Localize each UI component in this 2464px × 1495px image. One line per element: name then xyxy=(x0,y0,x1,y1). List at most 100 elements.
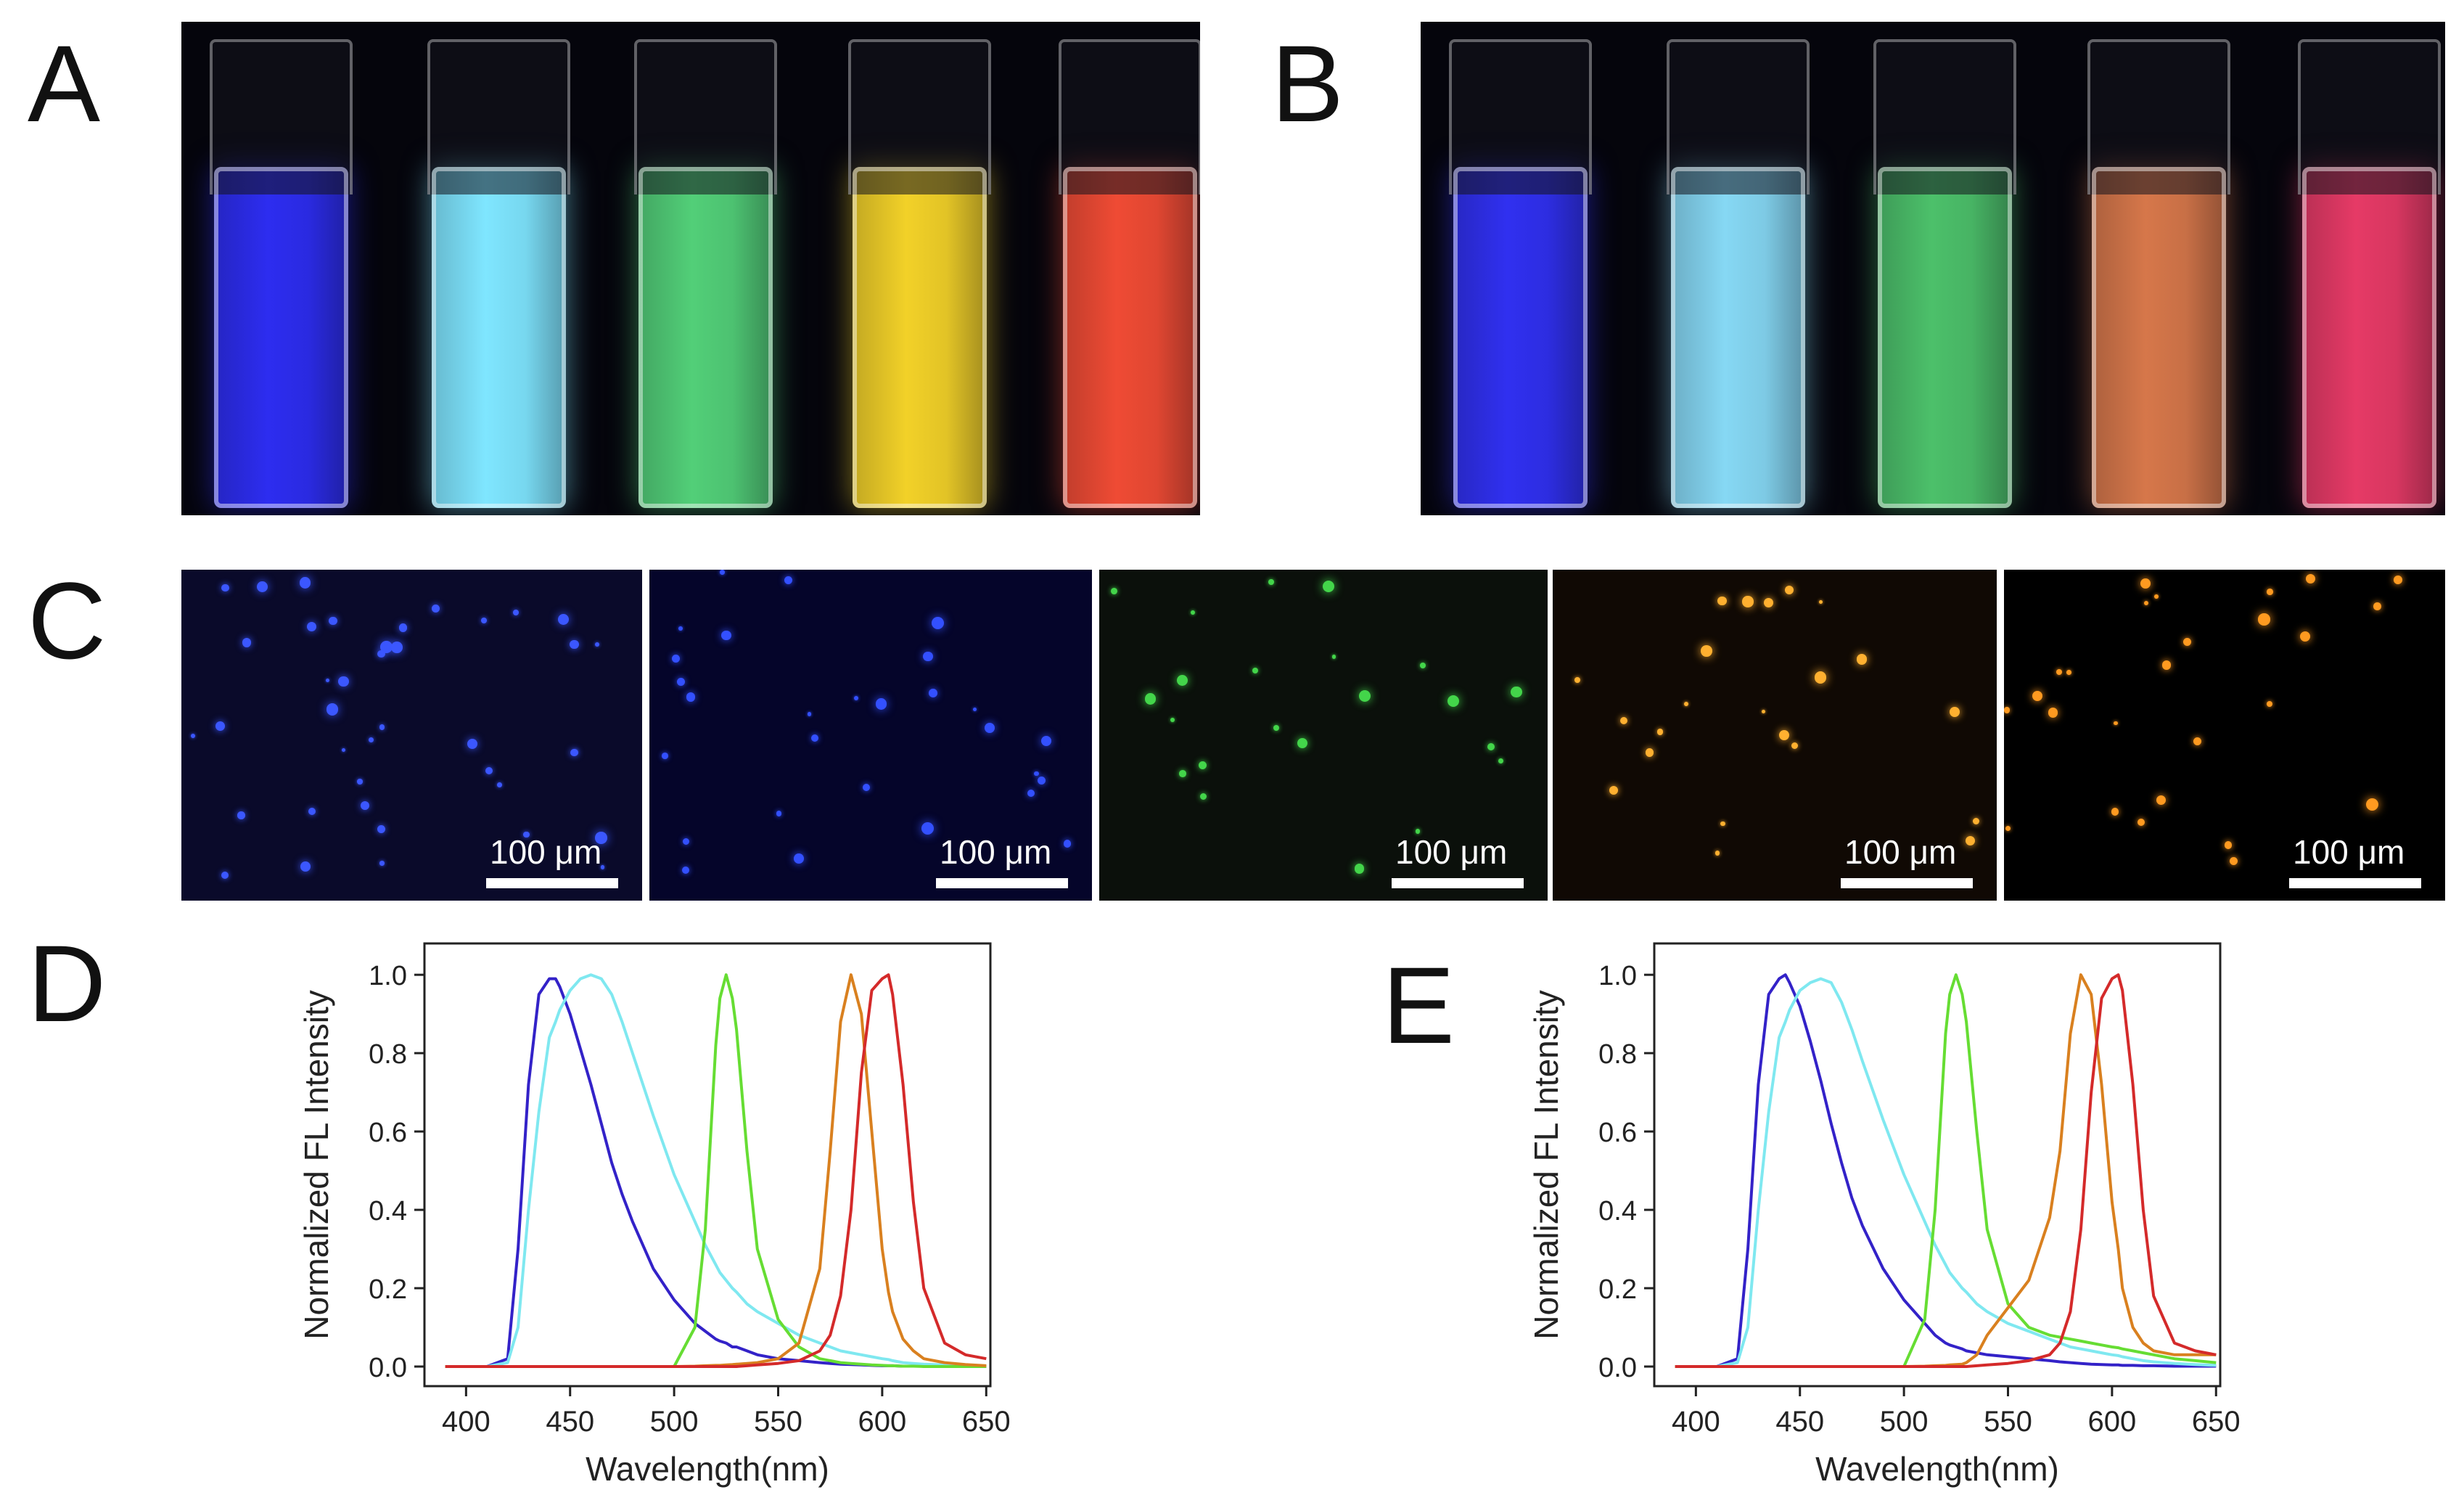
panel-b-cuvette-edge xyxy=(2092,167,2226,508)
fluorescent-particle xyxy=(329,616,337,626)
fluorescent-particle xyxy=(721,631,731,641)
fluorescent-particle xyxy=(1170,717,1175,722)
y-axis-label-d: Normalized FL Intensity xyxy=(297,990,335,1339)
scale-bar-label: 100 μm xyxy=(1395,833,1508,871)
fluorescent-particle xyxy=(784,576,793,585)
fluorescent-particle xyxy=(1818,599,1823,604)
scale-bar xyxy=(1841,878,1973,888)
fluorescent-particle xyxy=(595,832,607,844)
fluorescent-particle xyxy=(1111,588,1118,595)
x-tick-label-e: 400 xyxy=(1672,1406,1720,1438)
fluorescent-particle xyxy=(361,800,370,810)
fluorescent-particle xyxy=(1574,676,1581,683)
panel-label-d: D xyxy=(28,922,107,1044)
fluorescent-particle xyxy=(2193,737,2201,745)
fluorescent-particle xyxy=(299,577,311,589)
fluorescent-particle xyxy=(923,651,933,662)
fluorescent-particle xyxy=(221,584,229,592)
fluorescent-particle xyxy=(570,748,578,757)
scale-bar-label: 100 μm xyxy=(940,833,1052,871)
fluorescent-particle xyxy=(2373,602,2381,610)
spectrum-line-d-2 xyxy=(445,973,987,1368)
fluorescent-particle xyxy=(326,679,330,683)
fluorescent-particle xyxy=(1487,742,1495,750)
fluorescent-particle xyxy=(1037,776,1046,785)
fluorescent-particle xyxy=(300,861,311,872)
fluorescent-particle xyxy=(380,640,393,653)
fluorescent-particle xyxy=(2224,841,2233,849)
x-axis-label-d: Wavelength(nm) xyxy=(586,1450,829,1488)
panel-a-cuvette-5 xyxy=(1059,39,1200,508)
fluorescent-particle xyxy=(1063,840,1072,848)
fluorescent-particle xyxy=(338,676,349,687)
fluorescent-particle xyxy=(1950,706,1960,717)
fluorescent-particle xyxy=(1027,790,1035,798)
panel-b-cuvette-3 xyxy=(1873,39,2016,508)
fluorescent-particle xyxy=(496,782,502,787)
fluorescent-particle xyxy=(1190,610,1195,615)
scale-bar xyxy=(2289,878,2421,888)
panel-a-cuvette-edge xyxy=(638,167,773,508)
fluorescent-particle xyxy=(1619,716,1628,725)
fluorescent-particle xyxy=(431,605,440,613)
panel-b-cuvette-liquid xyxy=(1878,167,2012,508)
panel-a-cuvette-1 xyxy=(210,39,353,508)
fluorescent-particle xyxy=(2156,795,2167,805)
fluorescent-particle xyxy=(600,865,605,869)
fluorescent-particle xyxy=(342,748,346,753)
micrograph-3: 100 μm xyxy=(1099,570,1548,901)
fluorescent-particle xyxy=(2258,613,2270,626)
fluorescent-particle xyxy=(221,872,229,880)
fluorescent-particle xyxy=(1199,792,1207,800)
fluorescent-particle xyxy=(523,831,530,837)
panel-b-cuvette-1 xyxy=(1449,39,1592,508)
x-tick-label-d: 550 xyxy=(754,1406,802,1438)
panel-a-cuvette-rim xyxy=(1059,39,1200,194)
fluorescent-particle xyxy=(2154,594,2159,599)
x-tick-label-d: 400 xyxy=(442,1406,490,1438)
scale-bar xyxy=(1392,878,1524,888)
panel-b-cuvette-edge xyxy=(1671,167,1805,508)
y-tick-label-d: 0.0 xyxy=(369,1353,407,1383)
panel-a-cuvette-liquid xyxy=(432,167,566,508)
fluorescent-particle xyxy=(357,779,363,785)
spectrum-chart-e: 400 450 500 550 600 650 0.0 0.2 0.4 0.6 0.8 1.0 Wave… xyxy=(1527,942,2241,1488)
fluorescent-particle xyxy=(931,616,944,629)
y-tick-label-d: 0.2 xyxy=(369,1274,407,1305)
fluorescent-particle xyxy=(2005,826,2011,832)
fluorescent-particle xyxy=(2111,808,2119,816)
x-tick-label-d: 650 xyxy=(962,1406,1011,1438)
panel-b-cuvette-rim xyxy=(1449,39,1592,194)
fluorescent-particle xyxy=(1779,730,1790,741)
fluorescent-particle xyxy=(379,861,385,866)
fluorescent-particle xyxy=(1656,729,1664,735)
fluorescent-particle xyxy=(807,712,812,716)
fluorescent-particle xyxy=(1742,596,1754,607)
fluorescent-particle xyxy=(776,811,782,816)
panel-b-cuvette-liquid xyxy=(2092,167,2226,508)
panel-a-cuvette-liquid xyxy=(214,167,348,508)
y-tick-label-e: 0.2 xyxy=(1598,1274,1637,1305)
y-tick-label-e: 0.6 xyxy=(1598,1118,1637,1148)
fluorescent-particle xyxy=(1791,742,1799,750)
panel-b-cuvette-rim xyxy=(1873,39,2016,194)
panel-a-cuvette-3 xyxy=(634,39,777,508)
fluorescent-particle xyxy=(377,650,385,658)
y-tick-label-d: 0.4 xyxy=(369,1196,407,1226)
fluorescent-particle xyxy=(810,734,818,742)
fluorescent-particle xyxy=(2056,668,2062,675)
cuvette-photo-b xyxy=(1421,22,2445,515)
panel-label-b: B xyxy=(1271,22,1344,144)
fluorescent-particle xyxy=(326,703,339,716)
fluorescent-particle xyxy=(1762,709,1766,713)
micrograph-2: 100 μm xyxy=(649,570,1092,901)
y-tick-label-e: 0.0 xyxy=(1598,1353,1637,1383)
fluorescent-particle xyxy=(391,642,403,653)
x-tick-label-e: 650 xyxy=(2192,1406,2241,1438)
fluorescent-particle xyxy=(1354,864,1365,874)
fluorescent-particle xyxy=(1714,851,1720,856)
micrograph-4: 100 μm xyxy=(1553,570,1997,901)
fluorescent-particle xyxy=(306,621,316,631)
spectrum-line-d-5 xyxy=(445,973,987,1368)
cuvette-photo-a xyxy=(181,22,1200,515)
